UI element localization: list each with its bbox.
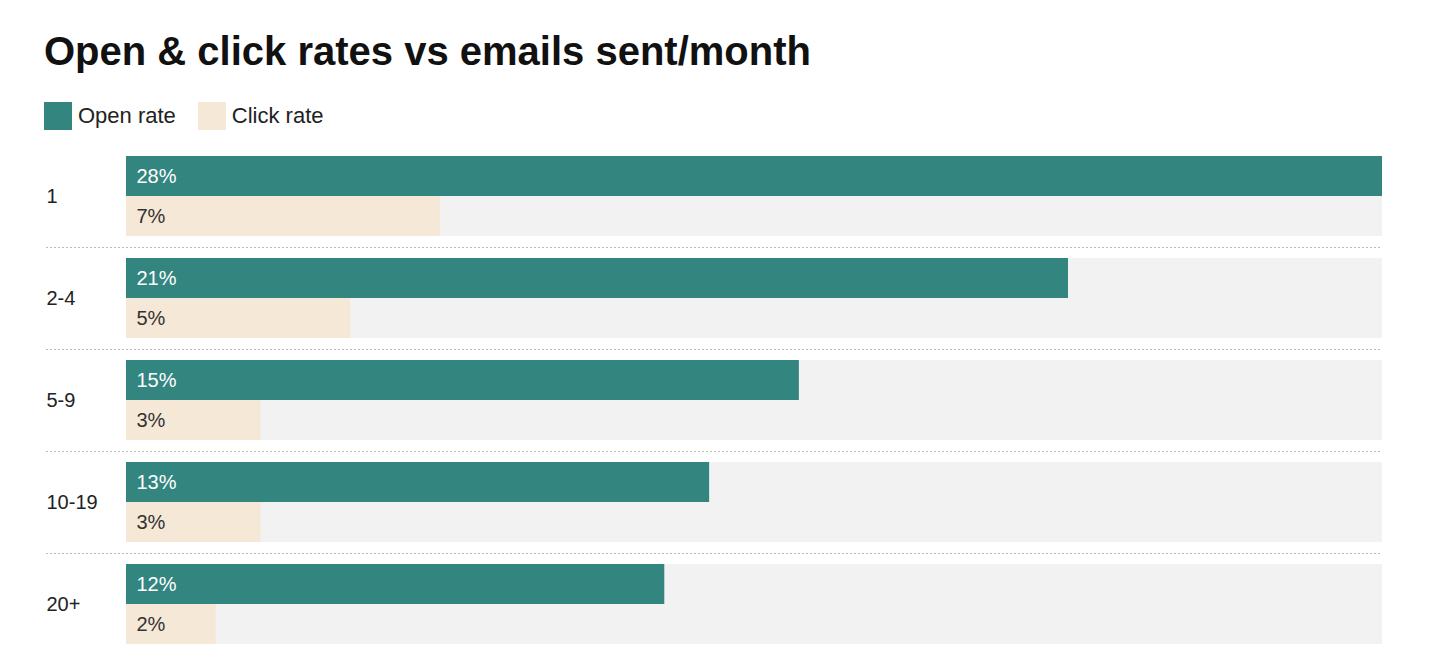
html-text:Open rate: Open rate xyxy=(78,103,176,128)
svg-text:20+: 20+ xyxy=(47,593,81,615)
svg-text:3%: 3% xyxy=(137,409,166,431)
svg-text:21%: 21% xyxy=(137,267,177,289)
svg-text:28%: 28% xyxy=(137,165,177,187)
svg-text:5-9: 5-9 xyxy=(47,389,76,411)
svg-text:15%: 15% xyxy=(137,369,177,391)
svg-text:12%: 12% xyxy=(137,573,177,595)
svg-text:2%: 2% xyxy=(137,613,166,635)
svg-text:13%: 13% xyxy=(137,471,177,493)
svg-text:3%: 3% xyxy=(137,511,166,533)
html-text:Click rate: Click rate xyxy=(231,103,324,128)
svg-text:2-4: 2-4 xyxy=(47,287,76,309)
svg-text:5%: 5% xyxy=(137,307,166,329)
svg-text:1: 1 xyxy=(47,185,58,207)
svg-text:7%: 7% xyxy=(137,205,166,227)
html-text:Open & click rates vs emails s: Open & click rates vs emails sent/month xyxy=(44,29,811,73)
svg-text:10-19: 10-19 xyxy=(47,491,98,513)
